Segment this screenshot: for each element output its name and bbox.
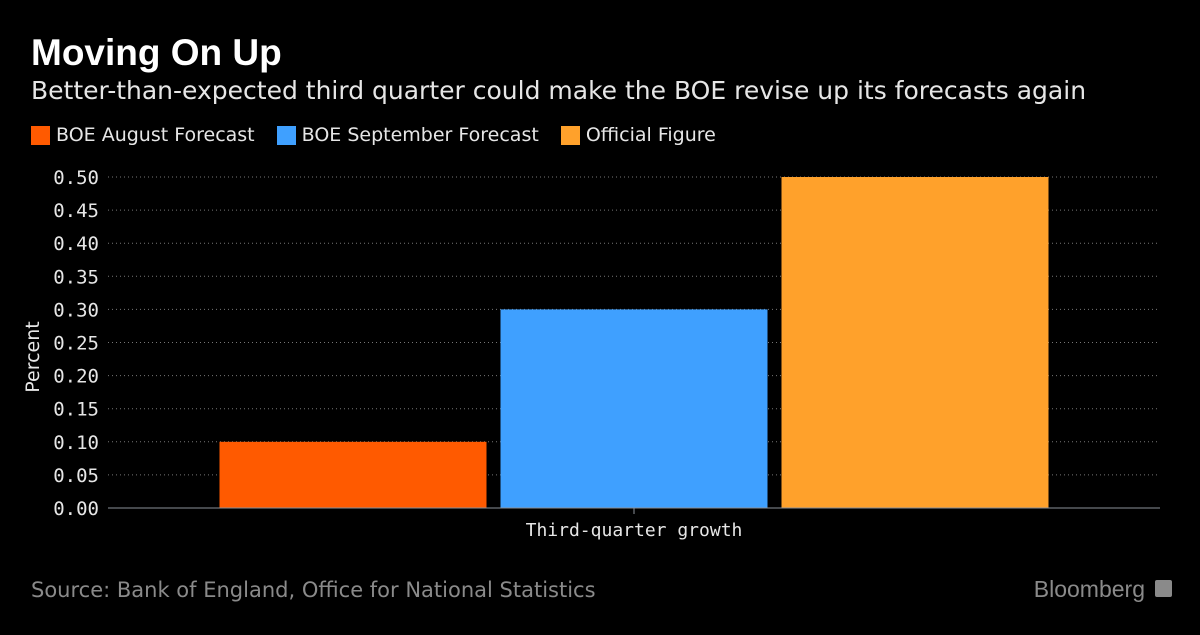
y-tick-label: 0.35: [53, 266, 99, 288]
x-tick-label: Third-quarter growth: [526, 520, 743, 541]
chart-subtitle: Better-than-expected third quarter could…: [31, 76, 1087, 105]
bloomberg-chart-icon: [1155, 580, 1172, 597]
y-tick-label: 0.10: [53, 432, 99, 454]
legend: BOE August Forecast BOE September Foreca…: [31, 124, 716, 146]
y-tick-label: 0.30: [53, 299, 99, 321]
legend-item-official: Official Figure: [560, 124, 716, 146]
y-tick-label: 0.15: [53, 399, 99, 421]
y-tick-label: 0.25: [53, 333, 99, 355]
y-axis-label: Percent: [22, 321, 44, 393]
y-tick-label: 0.05: [53, 465, 99, 487]
legend-swatch: [31, 125, 50, 145]
bloomberg-logo: Bloomberg: [1033, 576, 1145, 602]
y-tick-label: 0.00: [53, 498, 99, 520]
legend-label: BOE August Forecast: [56, 124, 255, 146]
bar-boe-august-forecast: [219, 441, 487, 508]
y-tick-label: 0.50: [53, 167, 99, 189]
y-tick-label: 0.20: [53, 366, 99, 388]
legend-swatch: [276, 125, 296, 145]
legend-label: Official Figure: [585, 124, 716, 146]
chart-title: Moving On Up: [31, 32, 282, 73]
y-tick-label: 0.45: [53, 200, 99, 222]
bar-boe-september-forecast: [500, 309, 768, 508]
legend-item-september: BOE September Forecast: [276, 124, 539, 146]
bar-official-figure: [781, 177, 1049, 508]
legend-item-august: BOE August Forecast: [31, 124, 255, 146]
y-tick-label: 0.40: [53, 233, 99, 255]
source-note: Source: Bank of England, Office for Nati…: [31, 578, 596, 602]
legend-label: BOE September Forecast: [301, 124, 539, 146]
legend-swatch: [560, 125, 580, 145]
